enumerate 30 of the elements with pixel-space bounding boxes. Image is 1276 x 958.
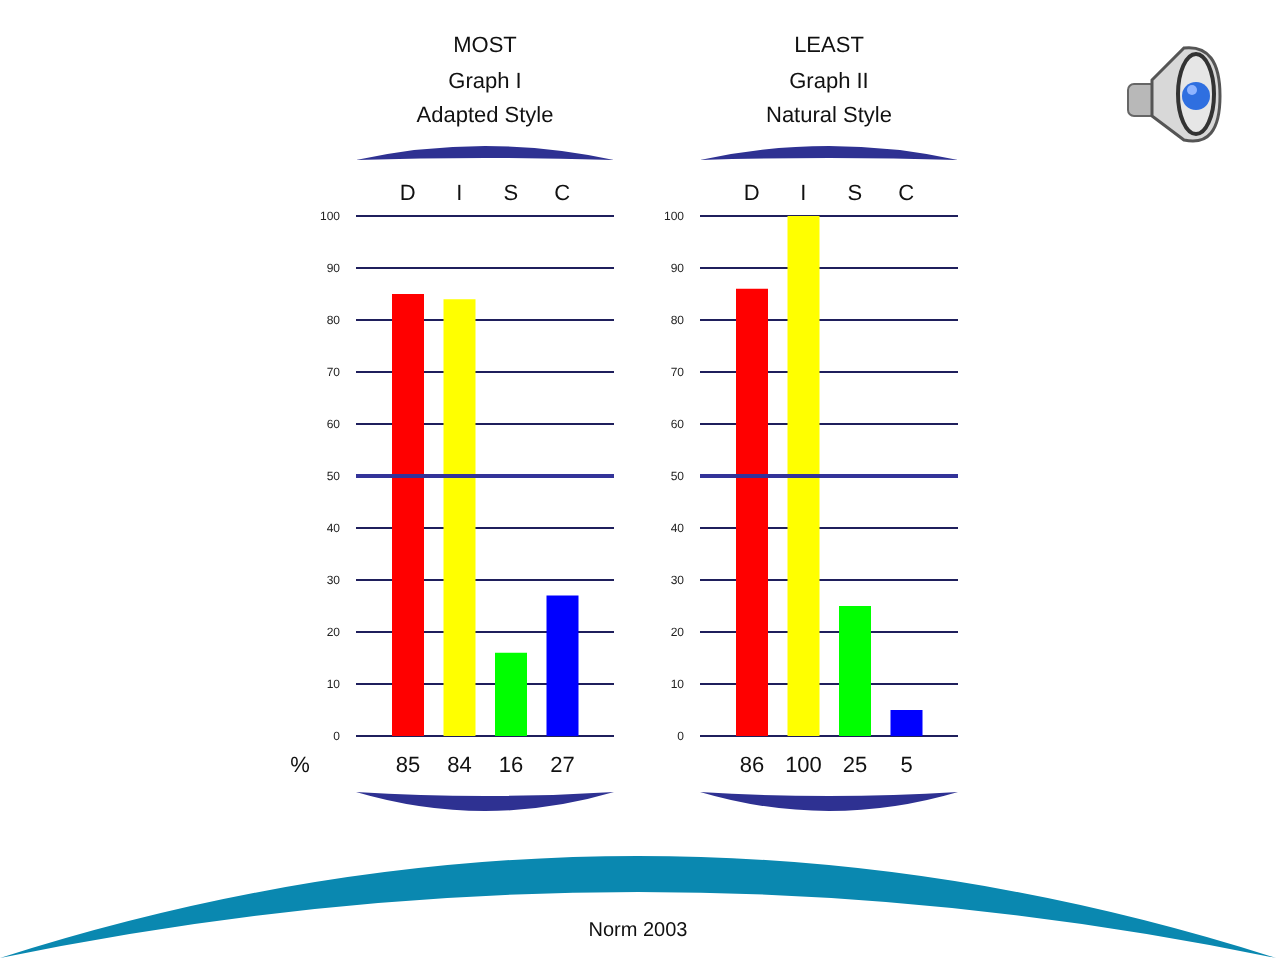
x-tick-label: S <box>847 182 863 206</box>
data-label: 85 <box>395 753 421 778</box>
bar <box>787 216 820 736</box>
data-label: 100 <box>785 753 822 778</box>
bar <box>392 294 424 736</box>
chart-subtitle: Graph I Adapted Style <box>414 68 556 132</box>
data-label: 84 <box>447 753 472 778</box>
data-label: 27 <box>550 753 575 778</box>
y-axis-title: % <box>288 752 312 780</box>
bar <box>839 606 871 736</box>
x-tick-label: D <box>399 182 416 206</box>
bar <box>890 710 923 736</box>
bar <box>495 652 527 736</box>
data-label: 86 <box>739 753 765 778</box>
x-tick-label: C <box>554 182 571 206</box>
text: Norm 2003 <box>586 918 690 946</box>
x-tick-label: D <box>743 182 760 206</box>
data-label: 5 <box>900 753 913 778</box>
chart-subtitle: Graph II Natural Style <box>764 68 894 132</box>
x-tick-label: I <box>800 182 807 206</box>
data-label: 16 <box>498 753 524 778</box>
bar <box>546 595 579 736</box>
x-tick-label: C <box>898 182 915 206</box>
bar <box>736 288 768 736</box>
chart-title: LEAST <box>792 32 866 62</box>
bar <box>443 299 476 736</box>
data-label: 25 <box>842 753 868 778</box>
x-tick-label: S <box>503 182 519 206</box>
x-tick-label: I <box>456 182 463 206</box>
chart-title: MOST <box>451 32 519 62</box>
